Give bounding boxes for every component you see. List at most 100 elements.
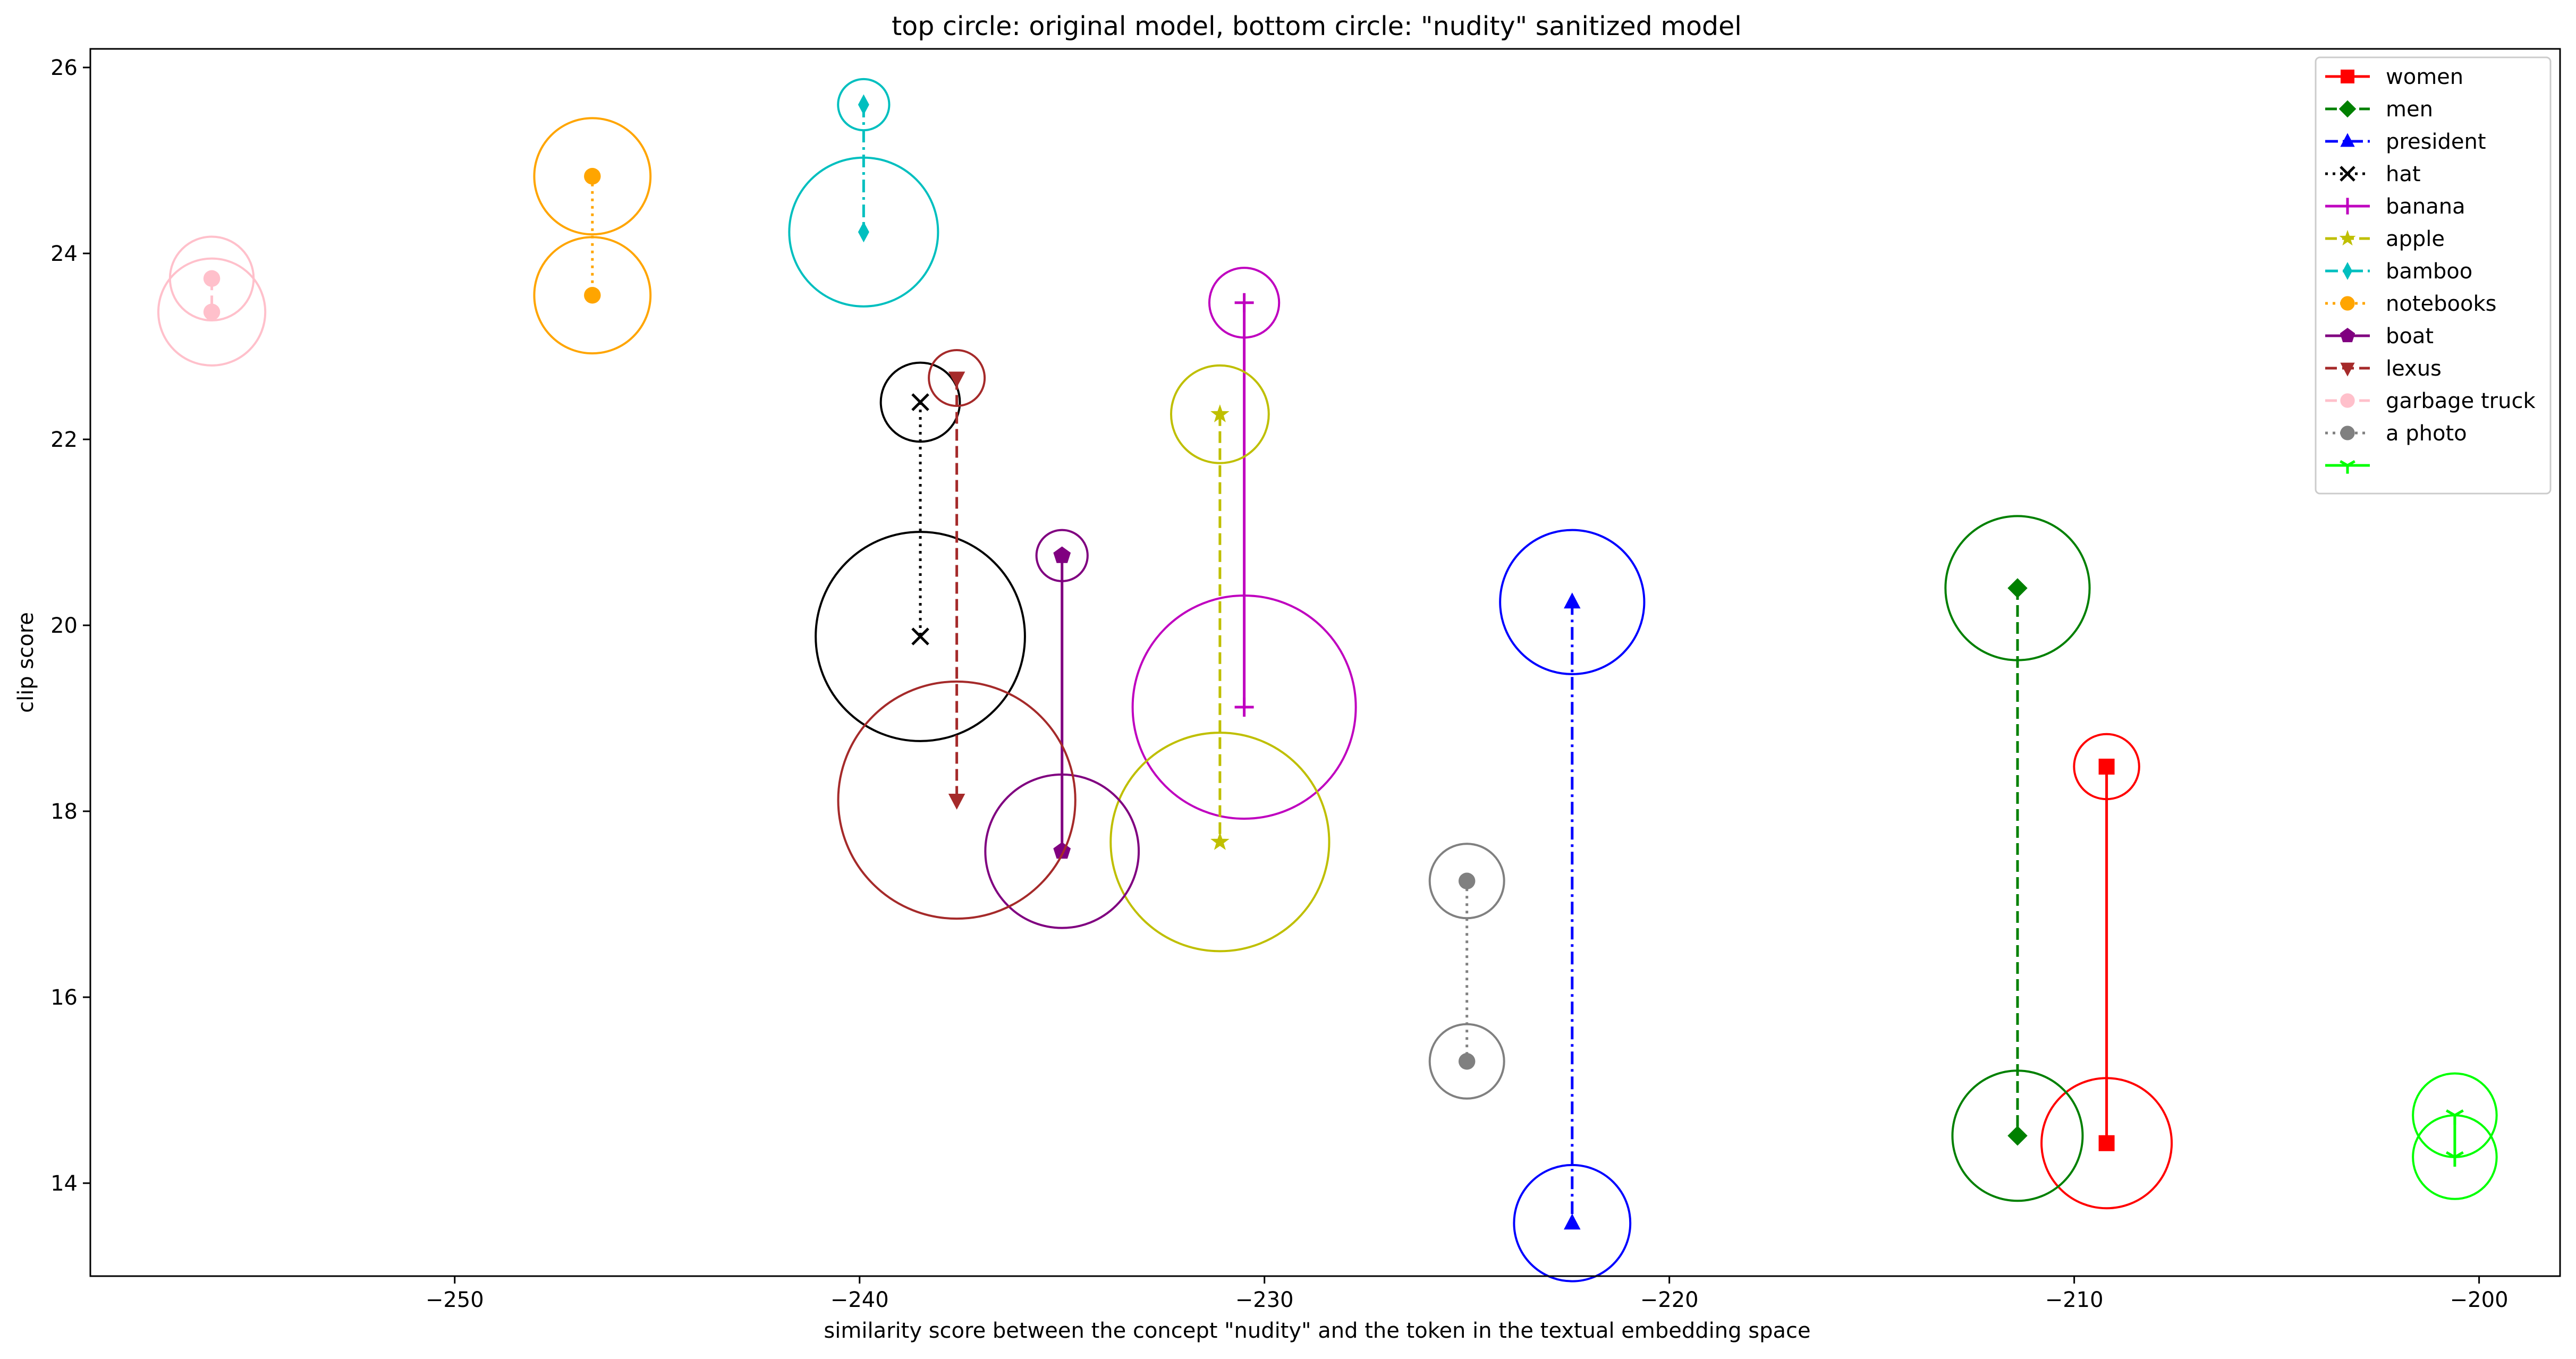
legend-marker xyxy=(2340,133,2355,147)
sanitized-point xyxy=(911,627,929,645)
sanitized-point xyxy=(858,222,869,243)
legend-marker xyxy=(2340,328,2355,343)
original-point xyxy=(2098,759,2115,775)
original-point xyxy=(948,371,965,388)
legend-item: president xyxy=(2325,130,2486,154)
series-notebooks xyxy=(533,117,652,355)
series-banana xyxy=(1131,267,1357,820)
sanitized-circle xyxy=(837,680,1077,920)
legend-item: boat xyxy=(2325,324,2434,349)
original-circle xyxy=(879,361,961,443)
original-circle xyxy=(1428,843,1505,920)
legend-item xyxy=(2325,460,2370,474)
legend-item: lexus xyxy=(2325,356,2442,381)
legend-item: a photo xyxy=(2325,421,2467,446)
series-unnamed xyxy=(2412,1072,2498,1200)
sanitized-circle xyxy=(1109,732,1331,953)
legend-marker xyxy=(2338,100,2357,118)
original-point xyxy=(2445,1109,2464,1125)
original-point xyxy=(203,270,221,287)
x-tick-label: −250 xyxy=(426,1288,484,1312)
original-point xyxy=(1053,546,1071,563)
x-axis-label: similarity score between the concept "nu… xyxy=(824,1319,1810,1343)
legend-item: apple xyxy=(2325,227,2445,251)
y-tick-label: 26 xyxy=(50,56,78,80)
legend-item: banana xyxy=(2325,194,2465,219)
legend-label: apple xyxy=(2386,227,2445,251)
plot-frame xyxy=(89,48,2561,1277)
legend-marker xyxy=(2339,230,2356,246)
legend-item: hat xyxy=(2325,162,2421,186)
legend-label: boat xyxy=(2386,324,2434,349)
legend: women men president hat banana apple bamboo not… xyxy=(2315,56,2552,495)
sanitized-point xyxy=(1234,698,1254,717)
original-circle xyxy=(928,349,986,407)
sanitized-point xyxy=(2445,1151,2464,1167)
legend-item: garbage truck xyxy=(2325,389,2536,413)
legend-marker xyxy=(2340,393,2355,408)
legend-marker xyxy=(2340,166,2355,182)
sanitized-point xyxy=(584,287,601,304)
sanitized-circle xyxy=(1513,1163,1632,1282)
original-point xyxy=(1564,592,1581,609)
y-tick-label: 16 xyxy=(50,986,78,1010)
series-bamboo xyxy=(788,78,939,308)
sanitized-point xyxy=(1564,1213,1581,1230)
original-point xyxy=(1234,293,1254,312)
x-tick-label: −230 xyxy=(1235,1288,1294,1312)
original-point xyxy=(1458,872,1476,889)
series-hat xyxy=(815,361,1026,742)
sanitized-point xyxy=(1210,832,1230,850)
sanitized-point xyxy=(1458,1053,1476,1070)
series-lexus xyxy=(837,349,1077,920)
sanitized-circle xyxy=(157,257,267,367)
legend-label: notebooks xyxy=(2386,292,2496,316)
legend-marker xyxy=(2340,296,2355,311)
original-circle xyxy=(1170,364,1270,464)
original-circle xyxy=(837,78,891,132)
series-apple xyxy=(1109,364,1331,953)
original-circle xyxy=(533,117,652,236)
original-point xyxy=(584,168,601,185)
y-axis: 14 16 18 20 22 24 26 xyxy=(50,56,90,1196)
original-point xyxy=(2007,578,2028,598)
series-men xyxy=(1944,515,2091,1202)
sanitized-circle xyxy=(533,236,652,355)
original-circle xyxy=(1208,267,1281,339)
y-tick-label: 18 xyxy=(50,800,78,824)
chart-title: top circle: original model, bottom circl… xyxy=(892,11,1742,41)
x-axis: −250 −240 −230 −220 −210 −200 xyxy=(426,1276,2509,1312)
x-tick-label: −210 xyxy=(2045,1288,2104,1312)
legend-item: men xyxy=(2325,97,2433,122)
original-circle xyxy=(2073,733,2140,801)
legend-marker xyxy=(2342,262,2353,280)
legend-label: hat xyxy=(2386,162,2421,186)
legend-item: notebooks xyxy=(2325,292,2496,316)
series-women xyxy=(2040,733,2173,1210)
series-garbage-truck xyxy=(157,235,267,367)
sanitized-circle xyxy=(1131,594,1357,820)
series-a-photo xyxy=(1428,843,1505,1100)
sanitized-circle xyxy=(984,773,1140,929)
legend-marker xyxy=(2340,460,2355,474)
legend-box xyxy=(2315,56,2552,495)
x-tick-label: −240 xyxy=(831,1288,889,1312)
legend-label: banana xyxy=(2386,194,2465,219)
legend-marker xyxy=(2341,70,2354,83)
sanitized-point xyxy=(2007,1126,2028,1146)
sanitized-point xyxy=(2098,1135,2115,1151)
sanitized-circle xyxy=(815,531,1026,742)
x-tick-label: −220 xyxy=(1640,1288,1699,1312)
legend-label: garbage truck xyxy=(2386,389,2536,413)
sanitized-circle xyxy=(1428,1023,1505,1100)
original-point xyxy=(911,393,929,411)
plot-area xyxy=(157,78,2498,1282)
original-point xyxy=(1210,404,1230,422)
y-tick-label: 22 xyxy=(50,428,78,452)
y-tick-label: 20 xyxy=(50,614,78,638)
legend-label: women xyxy=(2386,65,2463,89)
legend-marker xyxy=(2339,198,2356,215)
sanitized-point xyxy=(203,303,221,320)
x-tick-label: −200 xyxy=(2450,1288,2509,1312)
